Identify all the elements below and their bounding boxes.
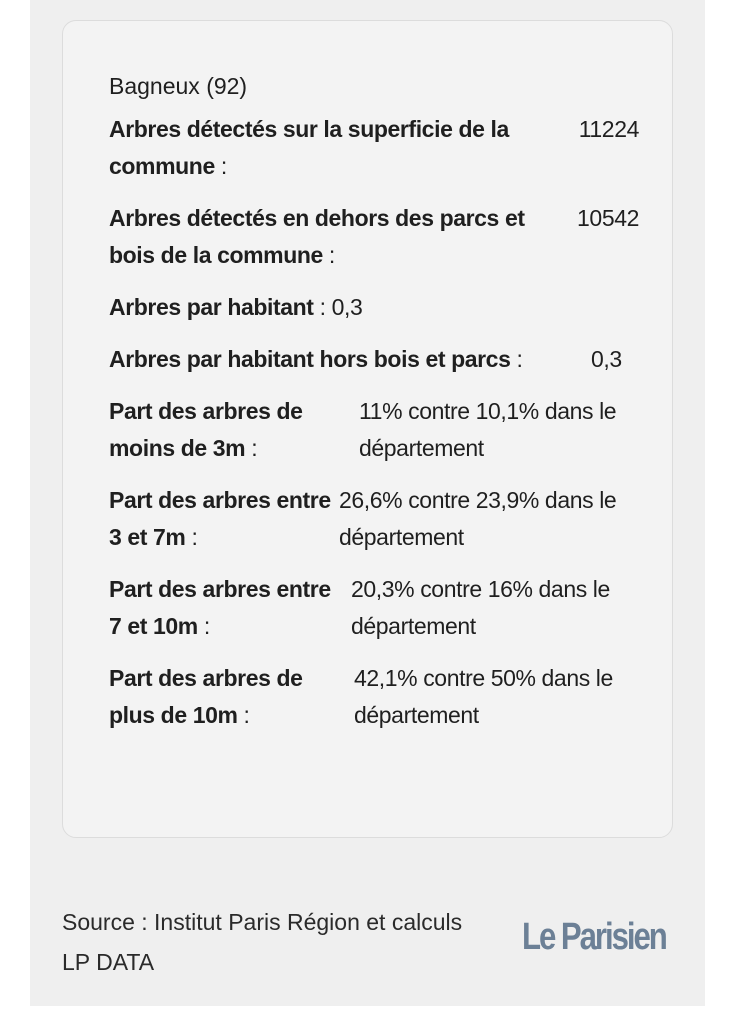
label-separator: :	[203, 613, 210, 639]
data-row: Arbres détectés en dehors des parcs et b…	[109, 200, 639, 274]
label-text: Arbres détectés en dehors des parcs et b…	[109, 205, 525, 268]
label-separator: :	[191, 524, 198, 550]
data-row: Arbres par habitant hors bois et parcs :…	[109, 341, 639, 378]
label-separator: :	[243, 702, 250, 728]
row-label: Arbres par habitant hors bois et parcs :	[109, 341, 583, 378]
data-row: Part des arbres de moins de 3m :11% cont…	[109, 393, 639, 467]
label-text: Part des arbres de moins de 3m	[109, 398, 303, 461]
row-value: 11% contre 10,1% dans le département	[359, 398, 617, 461]
row-label: Part des arbres entre 7 et 10m :	[109, 571, 343, 645]
source-note: Source : Institut Paris Région et calcul…	[62, 909, 463, 975]
panel: Bagneux (92) Arbres détectés sur la supe…	[30, 0, 705, 1006]
data-row: Part des arbres entre 3 et 7m :26,6% con…	[109, 482, 639, 556]
label-separator: :	[319, 294, 326, 320]
row-value: 0,3	[591, 346, 622, 372]
label-text: Part des arbres entre 3 et 7m	[109, 487, 331, 550]
label-text: Arbres par habitant hors bois et parcs	[109, 346, 511, 372]
logo: Le Parisien	[522, 916, 668, 958]
data-row: Arbres détectés sur la superficie de la …	[109, 111, 639, 185]
label-text: Part des arbres de plus de 10m	[109, 665, 303, 728]
label-separator: :	[251, 435, 258, 461]
row-label: Part des arbres entre 3 et 7m :	[109, 482, 331, 556]
row-value: 26,6% contre 23,9% dans le département	[339, 487, 617, 550]
label-separator: :	[328, 242, 335, 268]
row-value: 10542	[577, 205, 639, 231]
data-row: Part des arbres de plus de 10m :42,1% co…	[109, 660, 639, 734]
label-text: Part des arbres entre 7 et 10m	[109, 576, 331, 639]
label-separator: :	[516, 346, 523, 372]
row-label: Part des arbres de moins de 3m :	[109, 393, 351, 467]
label-text: Arbres détectés sur la superficie de la …	[109, 116, 509, 179]
row-label: Arbres détectés sur la superficie de la …	[109, 111, 556, 185]
row-label: Arbres par habitant :	[109, 294, 326, 320]
data-row: Arbres par habitant : 0,3	[109, 289, 639, 326]
label-text: Arbres par habitant	[109, 294, 314, 320]
label-separator: :	[220, 153, 227, 179]
data-card: Bagneux (92) Arbres détectés sur la supe…	[62, 20, 673, 838]
card-title: Bagneux (92)	[109, 73, 248, 99]
row-value: 42,1% contre 50% dans le département	[354, 665, 613, 728]
row-label: Part des arbres de plus de 10m :	[109, 660, 346, 734]
row-value: 11224	[578, 116, 640, 142]
rows: Arbres détectés sur la superficie de la …	[109, 111, 639, 749]
row-label: Arbres détectés en dehors des parcs et b…	[109, 200, 549, 274]
row-value: 0,3	[331, 294, 363, 320]
row-value: 20,3% contre 16% dans le département	[351, 576, 610, 639]
data-row: Part des arbres entre 7 et 10m :20,3% co…	[109, 571, 639, 645]
